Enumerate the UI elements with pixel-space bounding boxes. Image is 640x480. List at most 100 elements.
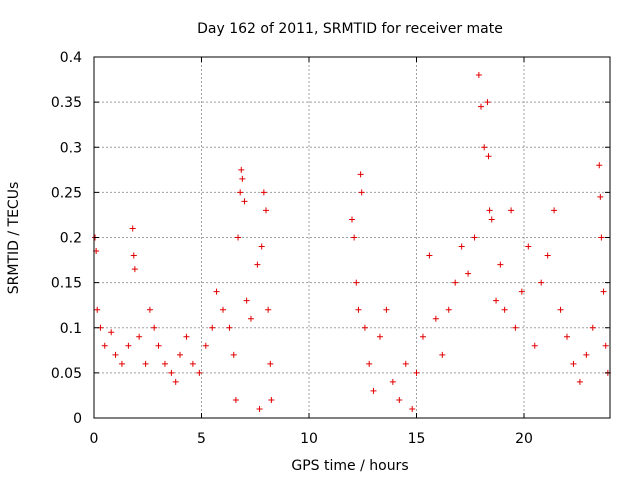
data-point	[209, 324, 216, 331]
data-point	[142, 360, 149, 367]
data-point	[239, 175, 246, 182]
data-point	[118, 360, 125, 367]
y-axis-label: SRMTID / TECUs	[6, 182, 22, 295]
data-point	[471, 234, 478, 241]
data-point	[258, 243, 265, 250]
data-point	[358, 189, 365, 196]
data-point	[589, 324, 596, 331]
data-point	[389, 378, 396, 385]
y-tick-label: 0	[73, 411, 82, 427]
data-point	[452, 279, 459, 286]
data-point	[485, 153, 492, 160]
data-point	[557, 306, 564, 313]
data-point	[241, 198, 248, 205]
data-point	[512, 324, 519, 331]
data-point	[475, 72, 482, 79]
axis-ticks: 0 5 10 15 20 0 0.05 0.1 0.15 0.2 0.25 0.3 0.35 0.4	[51, 50, 610, 447]
data-point	[486, 207, 493, 214]
data-point	[151, 324, 158, 331]
data-point	[576, 378, 583, 385]
data-point	[131, 266, 138, 273]
data-point	[481, 144, 488, 151]
data-point	[419, 333, 426, 340]
y-tick-label: 0.4	[60, 50, 82, 66]
data-point	[402, 360, 409, 367]
y-tick-label: 0.1	[60, 321, 82, 337]
data-point	[256, 405, 263, 412]
data-point	[247, 315, 254, 322]
data-point	[268, 396, 275, 403]
data-point	[235, 234, 242, 241]
data-point	[213, 288, 220, 295]
data-point	[220, 306, 226, 313]
data-point	[146, 306, 153, 313]
data-point	[602, 342, 609, 349]
data-point	[94, 306, 101, 313]
data-point	[196, 369, 203, 376]
data-point	[155, 342, 162, 349]
x-tick-label: 10	[300, 431, 318, 447]
data-point	[226, 324, 233, 331]
data-point	[263, 207, 269, 214]
data-point	[357, 171, 364, 178]
data-point	[570, 360, 577, 367]
x-axis-label: GPS time / hours	[291, 458, 408, 474]
grid	[94, 57, 610, 418]
data-point	[518, 288, 525, 295]
data-point	[366, 360, 373, 367]
data-point	[237, 189, 244, 196]
data-point	[465, 270, 472, 277]
data-point	[172, 378, 179, 385]
chart-title: Day 162 of 2011, SRMTID for receiver mat…	[197, 21, 503, 37]
data-point	[125, 342, 132, 349]
y-tick-label: 0.05	[51, 366, 82, 382]
x-tick-label: 0	[90, 431, 99, 447]
data-point	[583, 351, 590, 358]
data-point	[361, 324, 368, 331]
data-point	[564, 333, 570, 340]
data-point	[484, 99, 491, 106]
data-point	[260, 189, 267, 196]
data-point	[501, 306, 508, 313]
data-point	[112, 351, 119, 358]
data-point	[136, 333, 143, 340]
data-point	[243, 297, 250, 304]
data-point	[230, 351, 237, 358]
data-point	[396, 396, 403, 403]
data-point	[355, 306, 362, 313]
data-point	[376, 333, 383, 340]
data-point	[598, 234, 605, 241]
data-point	[349, 216, 355, 223]
data-point	[161, 360, 168, 367]
data-point	[525, 243, 532, 250]
data-point	[353, 279, 360, 286]
data-point	[108, 329, 115, 336]
data-point	[370, 387, 377, 394]
data-point	[600, 288, 607, 295]
data-point	[551, 207, 558, 214]
data-point	[426, 252, 433, 259]
data-point	[383, 306, 390, 313]
data-point	[445, 306, 452, 313]
data-point	[177, 351, 183, 358]
x-tick-label: 5	[197, 431, 206, 447]
data-point	[238, 166, 245, 173]
data-point	[168, 369, 175, 376]
data-point	[129, 225, 136, 232]
data-point	[508, 207, 515, 214]
data-point	[101, 342, 108, 349]
data-point	[254, 261, 261, 268]
data-point	[232, 396, 239, 403]
data-point	[202, 342, 209, 349]
x-tick-label: 15	[408, 431, 426, 447]
data-point	[544, 252, 551, 259]
data-point	[409, 405, 416, 412]
data-point	[493, 297, 500, 304]
data-point	[439, 351, 446, 358]
data-point	[497, 261, 504, 268]
y-tick-label: 0.35	[51, 95, 82, 111]
y-tick-label: 0.2	[60, 231, 82, 247]
data-point	[351, 234, 358, 241]
data-point	[596, 162, 603, 169]
